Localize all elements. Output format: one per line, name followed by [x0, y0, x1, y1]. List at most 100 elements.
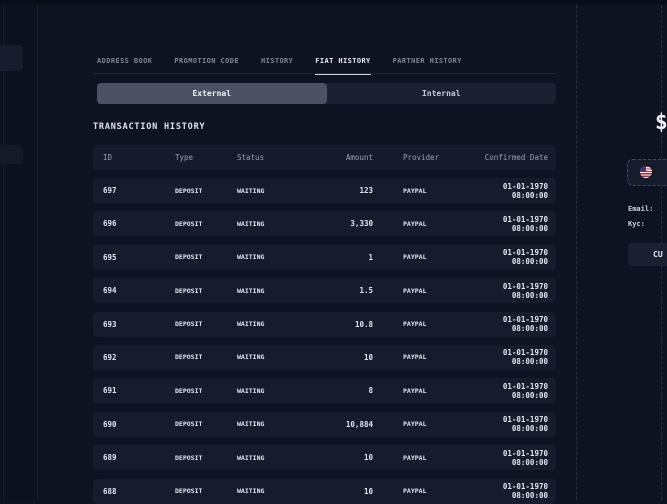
cell-amount: 10 — [363, 453, 373, 463]
table-header: ID Type Status Amount Provider Confirmed… — [93, 145, 556, 170]
cell-amount: 10,884 — [345, 419, 373, 429]
table-row[interactable]: 689 DEPOSIT WAITING 10 PAYPAL 01-01-1970… — [93, 445, 556, 471]
cell-confirmed-date: 01-01-1970 08:00:00 — [502, 214, 548, 233]
cell-type: DEPOSIT — [175, 320, 203, 329]
col-header-id: ID — [103, 153, 113, 162]
panel-divider — [576, 5, 577, 500]
cell-amount: 123 — [359, 186, 373, 195]
cell-provider: PAYPAL — [403, 320, 427, 329]
cell-confirmed-date: 01-01-1970 08:00:00 — [502, 381, 548, 400]
cell-amount: 1.5 — [359, 286, 373, 296]
tabs-underline-rule — [93, 73, 556, 74]
cell-provider: PAYPAL — [403, 453, 427, 462]
table-row[interactable]: 695 DEPOSIT WAITING 1 PAYPAL 01-01-1970 … — [93, 244, 556, 270]
cell-provider: PAYPAL — [403, 219, 427, 228]
cell-status: WAITING — [237, 420, 265, 429]
cell-amount: 10.8 — [354, 319, 373, 329]
cell-id: 689 — [103, 453, 117, 463]
cell-provider: PAYPAL — [403, 186, 427, 195]
cell-provider: PAYPAL — [403, 253, 427, 262]
cell-status: WAITING — [237, 487, 265, 496]
tab[interactable]: ADDRESS BOOK — [97, 57, 153, 65]
table-row[interactable]: 688 DEPOSIT WAITING 10 PAYPAL 01-01-1970… — [93, 478, 556, 504]
cell-id: 691 — [103, 386, 117, 396]
cell-type: DEPOSIT — [175, 186, 203, 195]
cell-confirmed-date: 01-01-1970 08:00:00 — [502, 415, 548, 434]
cell-type: DEPOSIT — [175, 420, 203, 429]
toggle-internal[interactable]: Internal — [421, 89, 461, 98]
cell-amount: 8 — [368, 386, 373, 396]
cell-id: 696 — [103, 219, 117, 229]
cell-type: DEPOSIT — [175, 353, 203, 362]
cell-provider: PAYPAL — [403, 286, 427, 295]
history-tabs: ADDRESS BOOK PROMOTION CODE HISTORY FIAT… — [97, 57, 462, 75]
cell-id: 694 — [103, 286, 117, 296]
cell-confirmed-date: 01-01-1970 08:00:00 — [502, 482, 548, 501]
col-header-amount: Amount — [345, 153, 373, 162]
cell-amount: 10 — [363, 486, 373, 496]
kyc-label: Kyc: — [628, 220, 645, 228]
cell-id: 693 — [103, 319, 117, 329]
page-title: TRANSACTION HISTORY — [93, 122, 206, 132]
cell-provider: PAYPAL — [403, 386, 427, 395]
cell-id: 690 — [103, 419, 117, 429]
col-header-status: Status — [237, 153, 265, 162]
cell-status: WAITING — [237, 186, 265, 195]
cell-status: WAITING — [237, 286, 265, 295]
top-bar — [0, 0, 667, 5]
us-flag-icon — [640, 166, 652, 178]
cell-status: WAITING — [237, 219, 265, 228]
sidebar-item-partial[interactable] — [0, 145, 23, 164]
cell-id: 688 — [103, 486, 117, 496]
cell-type: DEPOSIT — [175, 219, 203, 228]
cell-confirmed-date: 01-01-1970 08:00:00 — [502, 348, 548, 367]
cell-id: 692 — [103, 352, 117, 362]
cell-id: 695 — [103, 252, 117, 262]
scope-toggle: External Internal — [97, 83, 556, 104]
cell-provider: PAYPAL — [403, 420, 427, 429]
table-row[interactable]: 694 DEPOSIT WAITING 1.5 PAYPAL 01-01-197… — [93, 278, 556, 304]
tab[interactable]: PROMOTION CODE — [174, 57, 239, 65]
cell-provider: PAYPAL — [403, 487, 427, 496]
cell-amount: 3,330 — [350, 219, 373, 229]
cell-amount: 10 — [363, 352, 373, 362]
tab[interactable]: FIAT HISTORY — [315, 57, 371, 75]
sidebar-divider — [37, 5, 38, 500]
kyc-action-button-label: CU — [653, 250, 663, 259]
currency-selector[interactable] — [627, 159, 667, 186]
col-header-provider: Provider — [403, 153, 440, 162]
kyc-action-button[interactable]: CU — [628, 243, 667, 266]
cell-amount: 1 — [368, 252, 373, 262]
cell-provider: PAYPAL — [403, 353, 427, 362]
cell-confirmed-date: 01-01-1970 08:00:00 — [502, 315, 548, 334]
tab[interactable]: HISTORY — [260, 57, 294, 65]
table-row[interactable]: 693 DEPOSIT WAITING 10.8 PAYPAL 01-01-19… — [93, 311, 556, 337]
cell-id: 697 — [103, 186, 117, 195]
cell-type: DEPOSIT — [175, 286, 203, 295]
sidebar-item-partial[interactable] — [0, 45, 23, 71]
cell-type: DEPOSIT — [175, 453, 203, 462]
transaction-table: 697 DEPOSIT WAITING 123 PAYPAL 01-01-197… — [93, 178, 556, 504]
cell-status: WAITING — [237, 253, 265, 262]
table-row[interactable]: 692 DEPOSIT WAITING 10 PAYPAL 01-01-1970… — [93, 344, 556, 370]
cell-status: WAITING — [237, 320, 265, 329]
col-header-confirmed-date: Confirmed Date — [484, 153, 548, 162]
cell-confirmed-date: 01-01-1970 08:00:00 — [502, 181, 548, 200]
cell-type: DEPOSIT — [175, 386, 203, 395]
tab[interactable]: PARTNER HISTORY — [392, 57, 462, 65]
balance-amount: $ — [655, 110, 667, 134]
cell-type: DEPOSIT — [175, 253, 203, 262]
email-label: Email: — [628, 205, 654, 213]
table-row[interactable]: 690 DEPOSIT WAITING 10,884 PAYPAL 01-01-… — [93, 411, 556, 437]
cell-status: WAITING — [237, 453, 265, 462]
table-row[interactable]: 691 DEPOSIT WAITING 8 PAYPAL 01-01-1970 … — [93, 378, 556, 404]
table-row[interactable]: 697 DEPOSIT WAITING 123 PAYPAL 01-01-197… — [93, 178, 556, 203]
cell-type: DEPOSIT — [175, 487, 203, 496]
cell-confirmed-date: 01-01-1970 08:00:00 — [502, 448, 548, 467]
cell-confirmed-date: 01-01-1970 08:00:00 — [502, 281, 548, 300]
cell-confirmed-date: 01-01-1970 08:00:00 — [502, 248, 548, 267]
sidebar-divider — [3, 5, 4, 500]
col-header-type: Type — [175, 153, 194, 162]
toggle-external[interactable]: External — [97, 83, 327, 104]
table-row[interactable]: 696 DEPOSIT WAITING 3,330 PAYPAL 01-01-1… — [93, 211, 556, 237]
